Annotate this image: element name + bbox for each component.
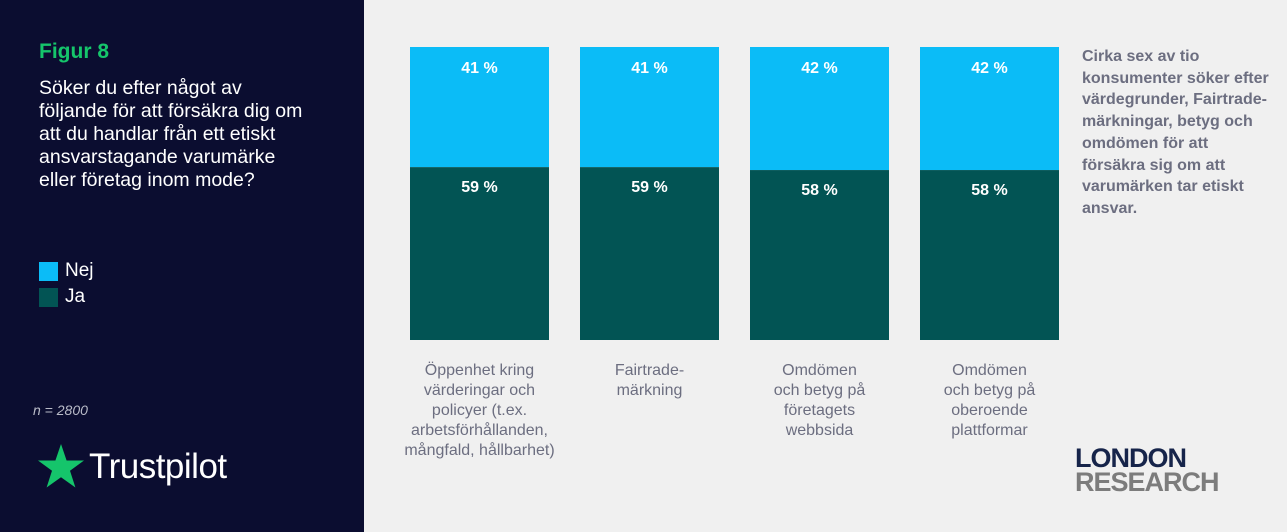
legend-label-ja: Ja (65, 286, 86, 307)
category-label-line: Öppenhet kring (425, 361, 534, 379)
data-label-ja-2: 58 % (801, 182, 837, 199)
data-label-ja-1: 59 % (631, 179, 667, 196)
category-label-2: Omdömen och betyg på företagets webbsida (774, 362, 866, 439)
bar-ja-3 (920, 170, 1059, 340)
data-label-nej-1: 41 % (631, 60, 667, 77)
category-label-0: Öppenhet kring värderingar och policyer (t… (404, 361, 554, 459)
star-icon (38, 444, 84, 488)
category-label-line: företagets (784, 402, 855, 419)
data-label-nej-0: 41 % (461, 60, 497, 77)
bar-ja-1 (580, 167, 719, 340)
trustpilot-wordmark: Trustpilot (89, 447, 227, 486)
category-label-line: och betyg på (944, 381, 1036, 399)
bar-nej-0 (410, 47, 549, 168)
legend-item-nej: Nej (39, 258, 94, 284)
data-label-nej-2: 42 % (801, 60, 837, 77)
category-label-line: värderingar och (424, 382, 535, 399)
logo-line-london: LONDON (1075, 443, 1187, 473)
chart-note: Cirka sex av tio konsumenter söker efter… (1082, 48, 1269, 217)
category-label-line: mångfald, hållbarhet) (404, 441, 554, 459)
category-label-line: webbsida (785, 422, 854, 439)
category-label-line: och betyg på (774, 381, 866, 399)
sample-size: n = 2800 (33, 402, 88, 418)
legend: Nej Ja (39, 258, 94, 310)
legend-swatch-ja (39, 287, 58, 307)
legend-swatch-nej (39, 261, 58, 281)
bar-ja-0 (410, 167, 549, 340)
stacked-bar-chart: 41 % 59 % Öppenhet kring värderingar och pol… (404, 47, 1059, 459)
category-label-line: plattformar (951, 422, 1028, 439)
category-label-1: Fairtrade-märkning (615, 362, 684, 399)
chart-question: Söker du efter något av följande för att… (39, 77, 303, 191)
legend-label-nej: Nej (65, 260, 94, 281)
logo-line-research: RESEARCH (1075, 467, 1220, 497)
left-panel: Figur 8 Söker du efter något av följande… (0, 0, 364, 532)
figure-label: Figur 8 (39, 40, 110, 63)
bar-nej-3 (920, 47, 1059, 171)
bar-nej-2 (750, 47, 889, 171)
category-label-line: oberoende (951, 402, 1028, 419)
data-label-ja-0: 59 % (461, 179, 497, 196)
category-label-line: Omdömen (782, 362, 857, 379)
bar-ja-2 (750, 170, 889, 340)
legend-item-ja: Ja (39, 284, 94, 310)
category-label-line: policyer (t.ex. (432, 402, 527, 419)
category-label-line: Fairtrade- (615, 362, 684, 379)
category-label-line: arbetsförhållanden, (411, 421, 548, 439)
data-label-ja-3: 58 % (971, 182, 1007, 199)
trustpilot-logo: Trustpilot (37, 443, 227, 491)
category-label-line: märkning (617, 382, 683, 399)
data-label-nej-3: 42 % (971, 60, 1007, 77)
category-label-line: Omdömen (952, 362, 1027, 379)
category-label-3: Omdömen och betyg på oberoende plattformar (944, 362, 1036, 439)
bar-nej-1 (580, 47, 719, 168)
london-research-logo: LONDON RESEARCH (1075, 443, 1220, 497)
